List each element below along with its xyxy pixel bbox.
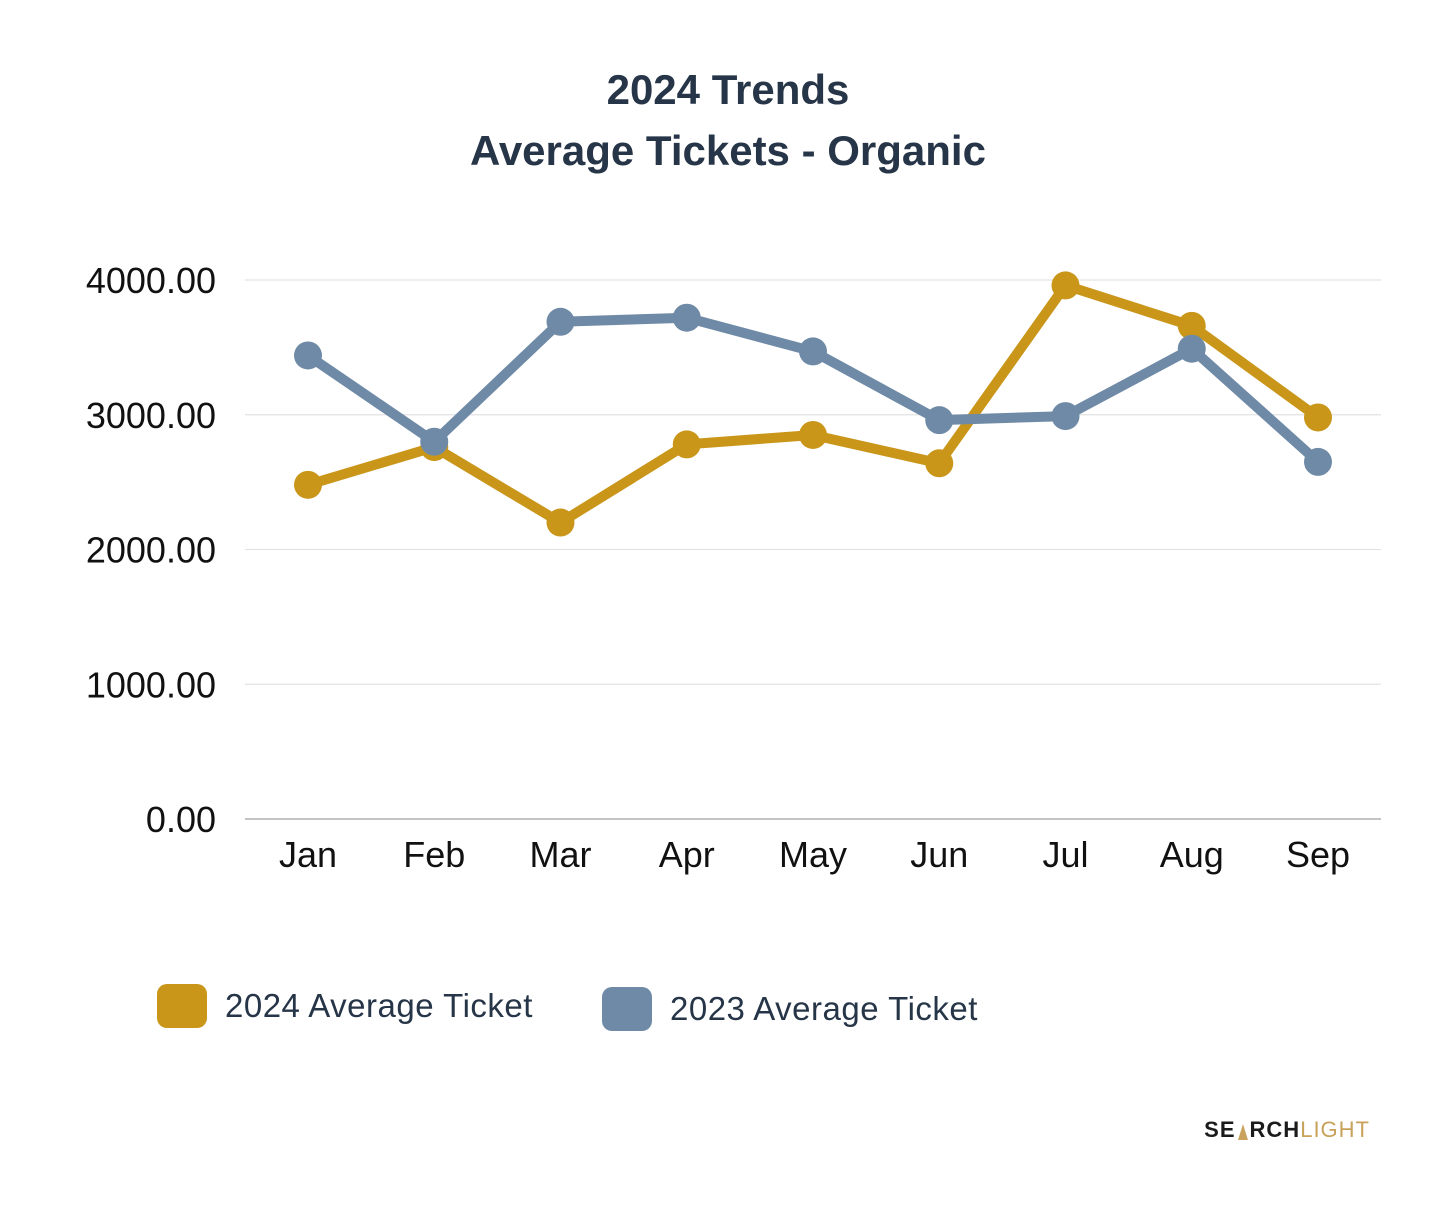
y-tick-label: 3000.00 <box>86 395 216 436</box>
series-point-0 <box>294 470 322 499</box>
legend-label-2024: 2024 Average Ticket <box>225 987 533 1024</box>
legend-swatch-2023 <box>602 987 652 1031</box>
series-point-1 <box>294 341 322 370</box>
series-point-0 <box>799 420 827 449</box>
x-axis-ticks: Jan Feb Mar Apr May Jun Jul Aug Sep <box>279 834 1350 875</box>
y-tick-label: 4000.00 <box>86 260 216 301</box>
brand-logo: SE RCH LIGHT <box>1204 1117 1370 1143</box>
series-point-1 <box>672 303 701 332</box>
flame-icon <box>1237 1124 1248 1140</box>
legend-item-2024: 2024 Average Ticket <box>157 984 533 1028</box>
x-tick-label: Jun <box>910 834 968 875</box>
brand-logo-part1: SE <box>1204 1117 1236 1142</box>
y-axis-ticks: 0.00 1000.00 2000.00 3000.00 4000.00 <box>86 260 216 840</box>
series-lines <box>294 271 1332 537</box>
x-tick-label: Mar <box>530 834 592 875</box>
series-point-0 <box>925 449 954 478</box>
series-line-0 <box>303 280 1323 528</box>
gridlines <box>245 279 1381 820</box>
x-tick-label: Sep <box>1286 834 1350 875</box>
series-point-0 <box>1177 311 1206 340</box>
series-point-0 <box>672 430 701 459</box>
chart-title: 2024 Trends <box>606 66 850 113</box>
series-point-1 <box>1304 447 1332 476</box>
x-tick-label: Feb <box>403 834 465 875</box>
series-point-1 <box>799 337 827 366</box>
brand-logo-part2: RCH <box>1249 1117 1301 1142</box>
legend-label-2023: 2023 Average Ticket <box>670 990 978 1027</box>
series-point-1 <box>420 427 449 456</box>
x-tick-label: Jul <box>1042 834 1088 875</box>
series-point-1 <box>925 406 954 435</box>
brand-logo-part3: LIGHT <box>1300 1117 1370 1142</box>
legend-item-2023: 2023 Average Ticket <box>602 987 978 1031</box>
series-point-0 <box>1051 271 1080 300</box>
series-point-0 <box>1304 403 1332 432</box>
y-tick-label: 0.00 <box>146 799 216 840</box>
legend-swatch-2024 <box>157 984 207 1028</box>
series-point-1 <box>1051 402 1080 431</box>
x-tick-label: Jan <box>279 834 337 875</box>
y-tick-label: 1000.00 <box>86 664 216 705</box>
x-tick-label: May <box>779 834 847 875</box>
x-tick-label: Aug <box>1160 834 1224 875</box>
chart-subtitle: Average Tickets - Organic <box>470 127 986 174</box>
x-tick-label: Apr <box>659 834 715 875</box>
series-point-1 <box>546 307 575 336</box>
y-tick-label: 2000.00 <box>86 530 216 571</box>
series-point-0 <box>546 508 575 537</box>
series-point-1 <box>1177 334 1206 363</box>
